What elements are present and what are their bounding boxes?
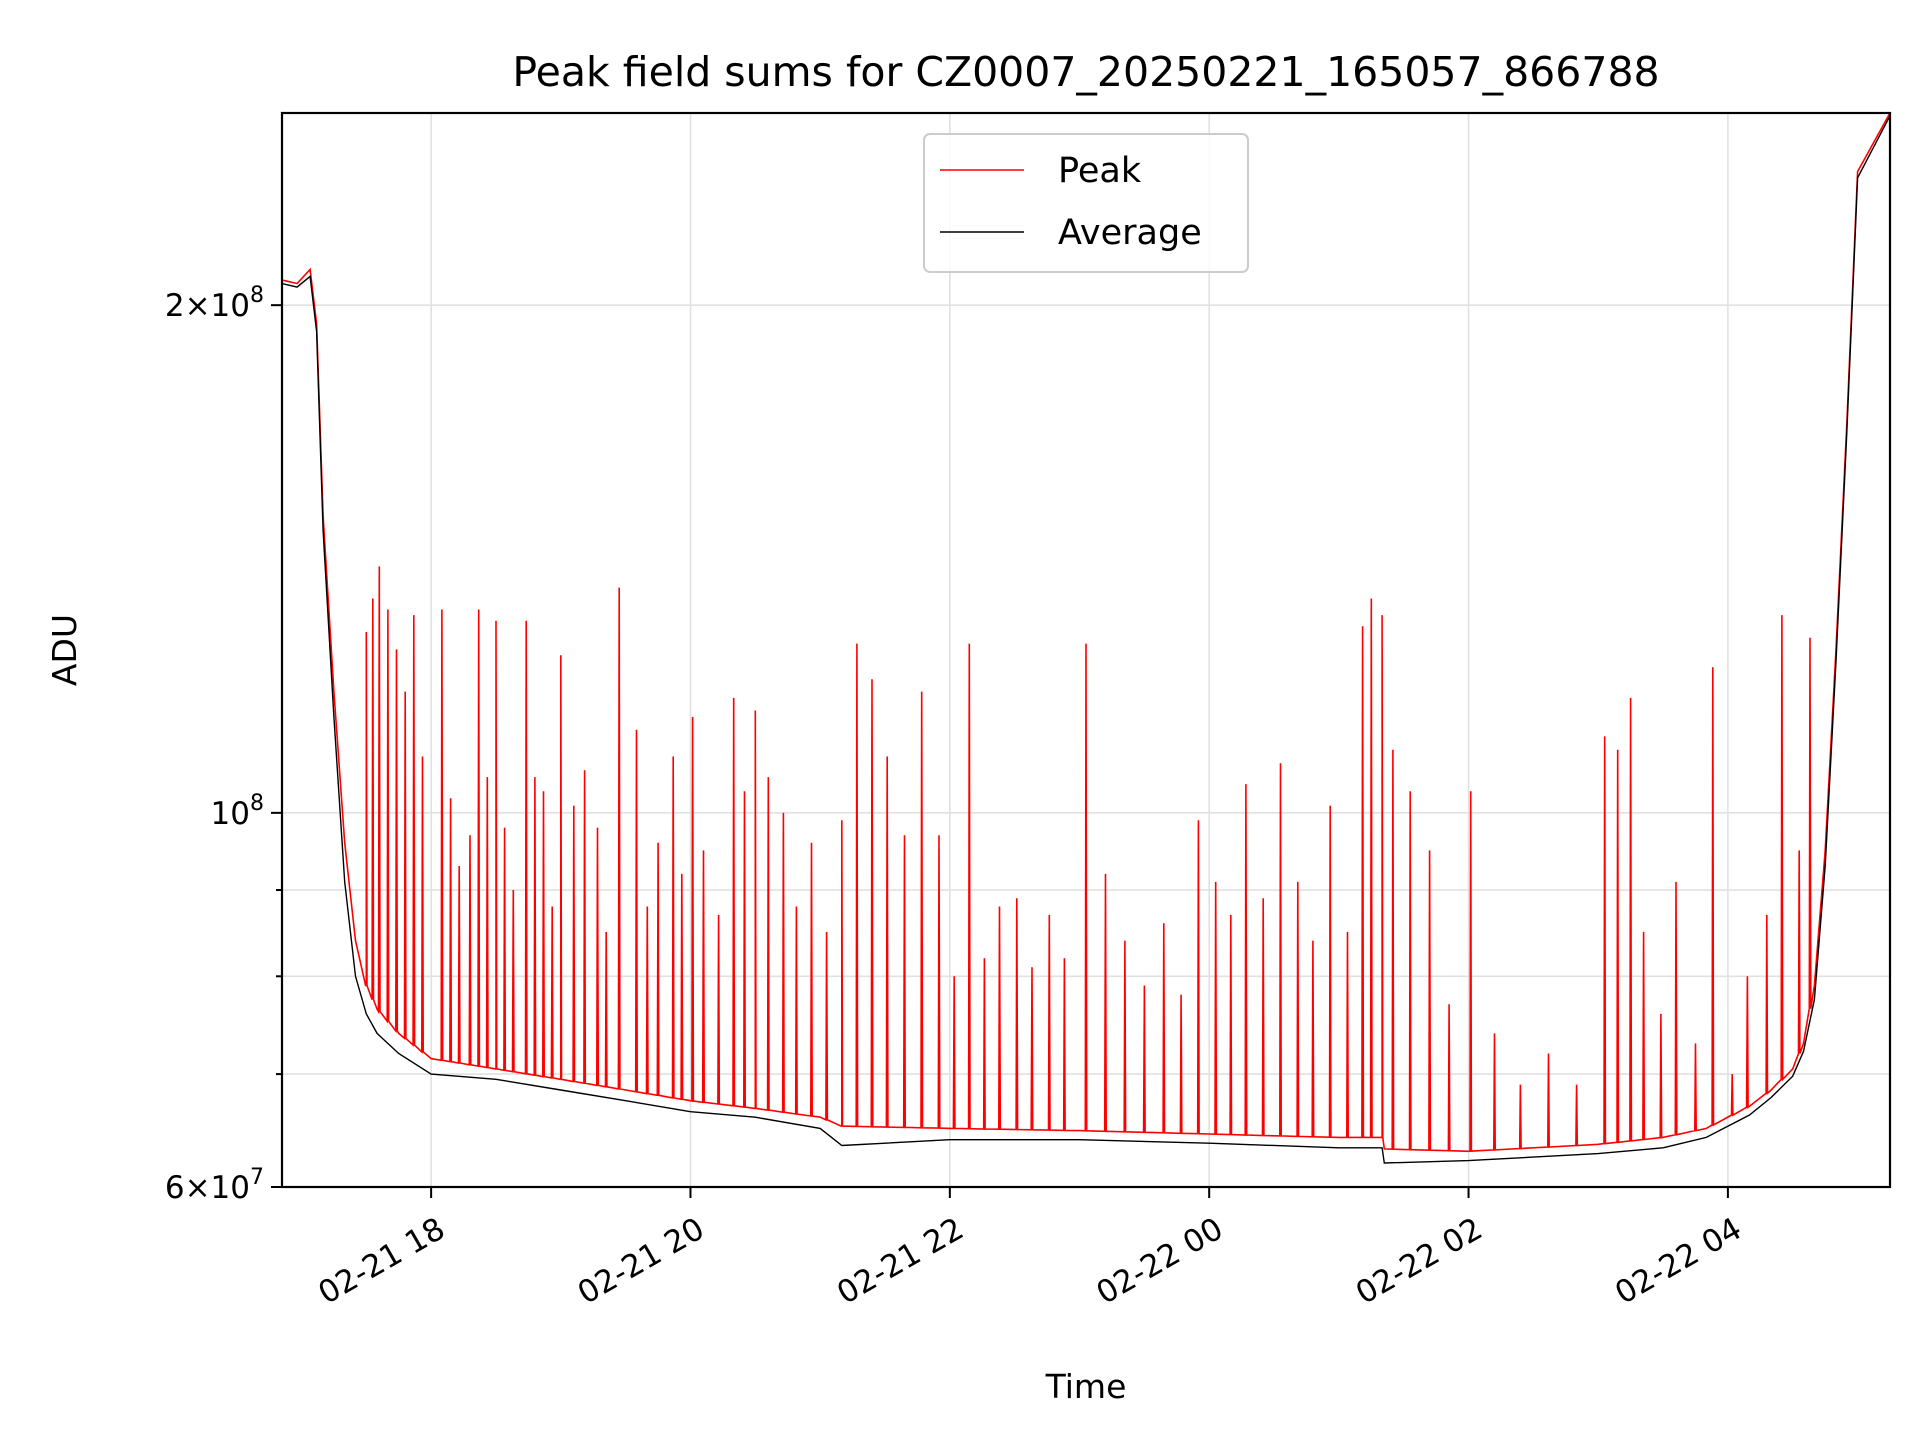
x-tick-label: 02-22 00 bbox=[1090, 1211, 1229, 1312]
legend-box bbox=[923, 133, 1249, 273]
y-tick-label: 108 bbox=[211, 791, 264, 832]
series-line-average bbox=[282, 115, 1890, 1164]
x-axis: 02-21 18 02-21 20 02-21 22 02-22 00 02-22 02… bbox=[312, 1187, 1748, 1312]
y-tick-label: 6×107 bbox=[165, 1165, 264, 1206]
plot-area bbox=[282, 113, 1890, 1164]
x-axis-label: Time bbox=[1045, 1367, 1127, 1406]
x-tick-label: 02-21 22 bbox=[831, 1211, 970, 1312]
x-tick-label: 02-21 18 bbox=[312, 1211, 451, 1312]
x-tick-label: 02-22 02 bbox=[1350, 1211, 1489, 1312]
x-tick-label: 02-21 20 bbox=[572, 1211, 711, 1312]
x-tick-label: 02-22 04 bbox=[1609, 1211, 1748, 1312]
legend-label-peak: Peak bbox=[1058, 151, 1142, 191]
y-tick-label: 2×108 bbox=[165, 283, 264, 324]
series-line-peak bbox=[282, 113, 1890, 1153]
y-axis: 6×107 108 2×108 bbox=[165, 283, 282, 1206]
plot-frame bbox=[280, 111, 1892, 1189]
legend: Peak Average bbox=[923, 133, 1249, 273]
y-axis-label: ADU bbox=[45, 614, 84, 686]
legend-label-average: Average bbox=[1058, 213, 1202, 253]
chart-title: Peak field sums for CZ0007_20250221_1650… bbox=[512, 48, 1659, 96]
